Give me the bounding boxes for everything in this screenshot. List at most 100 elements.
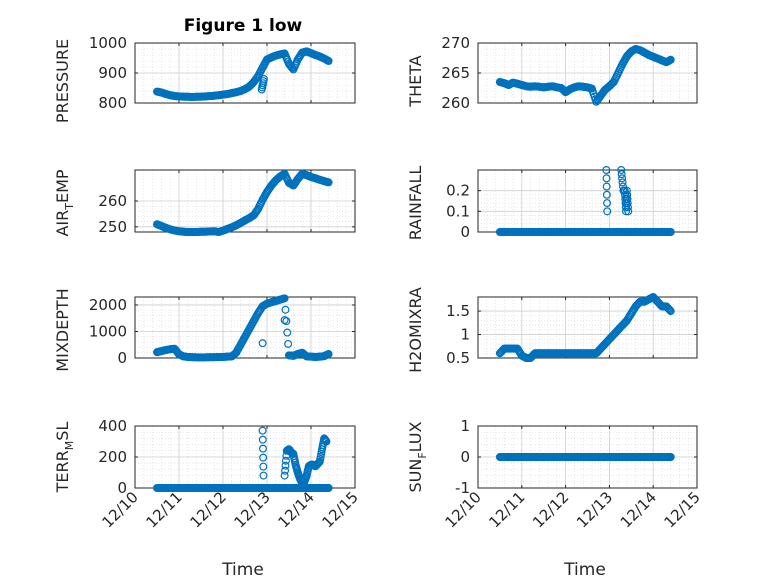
ylabel-sun-flux-rest: LUX [406, 421, 425, 452]
data-point [602, 182, 611, 191]
data-point [281, 466, 290, 475]
data-point [259, 462, 268, 471]
data-point [280, 471, 289, 480]
data-point [591, 95, 600, 104]
data-point [284, 339, 293, 348]
y-tick-label: 200 [98, 448, 127, 466]
y-tick-label: 0 [117, 349, 127, 367]
y-tick-label: 260 [441, 94, 470, 112]
x-tick-label: 12/15 [319, 488, 362, 531]
panel-pressure: 800 900 1000 [89, 34, 356, 112]
x-tick-label: 12/11 [485, 488, 528, 531]
y-tick-label: 265 [441, 64, 470, 82]
data-point [624, 207, 633, 216]
data-point [618, 182, 627, 191]
ylabel-terr-msl-main: TERR [53, 450, 72, 493]
data-point [602, 190, 611, 199]
ylabel-air-temp-main: AIR [53, 210, 72, 237]
data-point [259, 77, 268, 86]
y-tick-label: 1000 [89, 34, 127, 52]
data-point [280, 316, 289, 325]
xlabel-right: Time [563, 560, 606, 580]
data-points-air-temp [153, 169, 333, 237]
ylabel-pressure: PRESSURE [53, 39, 72, 123]
y-tick-label: -1 [455, 479, 470, 497]
y-tick-label: 0.5 [446, 349, 470, 367]
data-point [606, 81, 615, 90]
data-point [617, 170, 626, 179]
data-point [323, 484, 332, 493]
y-tick-label: 1000 [89, 322, 127, 340]
x-tick-label: 12/12 [187, 488, 230, 531]
chart-title: Figure 1 low [184, 16, 303, 36]
y-tick-label: 270 [441, 34, 470, 52]
data-point [603, 207, 612, 216]
y-tick-label: 260 [98, 192, 127, 210]
ylabel-rainfall: RAINFALL [406, 166, 425, 241]
y-tick-label: 0 [117, 479, 127, 497]
data-point [323, 178, 332, 187]
data-point [665, 56, 674, 65]
data-point [323, 350, 332, 359]
ylabel-terr-msl-rest: SL [53, 422, 72, 441]
x-tick-label: 12/14 [617, 488, 660, 531]
data-points-theta [495, 44, 675, 106]
data-points-terr-msl [153, 426, 333, 493]
y-tick-label: 2000 [89, 296, 127, 314]
data-point [623, 203, 632, 212]
y-tick-label: 800 [98, 94, 127, 112]
data-point [617, 166, 626, 175]
y-tick-label: 1 [460, 417, 470, 435]
data-point [623, 199, 632, 208]
data-point [602, 174, 611, 183]
y-tick-label: 0.2 [446, 182, 470, 200]
y-tick-label: 900 [98, 64, 127, 82]
data-points-mixdepth [153, 294, 333, 362]
data-point [259, 471, 268, 480]
data-point [283, 328, 292, 337]
data-point [281, 305, 290, 314]
data-point [258, 435, 267, 444]
panel-h2omixra: 0.5 1 1.5 [446, 293, 698, 367]
y-tick-label: 0 [460, 223, 470, 241]
data-point [314, 459, 323, 468]
x-tick-label: 12/14 [275, 488, 318, 531]
ylabel-terr-msl-sub: M [63, 441, 76, 451]
data-point [618, 174, 627, 183]
x-tick-label: 12/11 [143, 488, 186, 531]
y-tick-label: 0.1 [446, 202, 470, 220]
ylabel-sun-flux: SUNFLUX [406, 421, 429, 492]
ylabel-air-temp-sub: T [63, 203, 76, 211]
data-point [246, 81, 255, 90]
y-tick-label: 0 [460, 448, 470, 466]
data-point [252, 207, 261, 216]
y-tick-label: 400 [98, 417, 127, 435]
data-point [603, 199, 612, 208]
data-point [252, 74, 261, 83]
data-point [279, 49, 288, 58]
y-tick-label: 250 [98, 218, 127, 236]
x-tick-label: 12/15 [661, 488, 704, 531]
data-point [258, 426, 267, 435]
y-tick-label: 1.5 [446, 302, 470, 320]
ylabel-terr-msl: TERRMSL [53, 422, 76, 494]
data-point [279, 294, 288, 303]
data-point [622, 186, 631, 195]
subplots: 800900100026026527025026000.10.201000200… [89, 34, 704, 531]
data-point [228, 351, 237, 360]
data-point [620, 186, 629, 195]
data-point [665, 453, 674, 462]
ylabel-mixdepth: MIXDEPTH [53, 288, 72, 371]
x-tick-label: 12/12 [529, 488, 572, 531]
data-point [618, 178, 627, 187]
data-point [281, 456, 290, 465]
data-point [665, 306, 674, 315]
data-point [623, 194, 632, 203]
data-point [258, 444, 267, 453]
data-points-sun-flux [495, 453, 675, 462]
data-point [664, 304, 673, 313]
